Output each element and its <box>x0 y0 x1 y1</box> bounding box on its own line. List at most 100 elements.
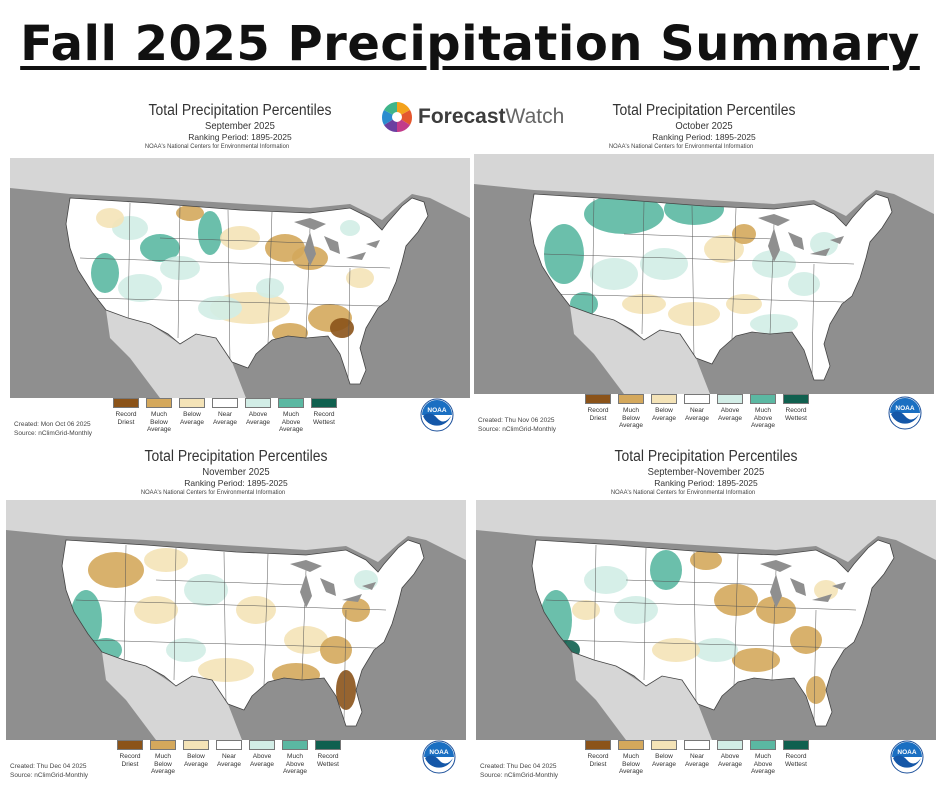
legend-label: Much Above Average <box>282 753 308 775</box>
created-date: Created: Mon Oct 06 2025 <box>14 421 91 428</box>
state-border <box>643 547 647 681</box>
precip-region <box>336 670 356 710</box>
precip-region <box>726 294 762 314</box>
legend-swatch <box>183 740 209 750</box>
state-border <box>89 297 381 307</box>
credit-block: Created: Mon Oct 06 2025 Source: nClimGr… <box>14 420 92 438</box>
legend-item: Above Average <box>242 398 274 426</box>
precip-region <box>184 574 228 606</box>
svg-text:NOAA: NOAA <box>429 749 448 756</box>
precip-region <box>622 294 666 314</box>
legend-item: Near Average <box>681 394 713 422</box>
state-border <box>85 639 377 649</box>
legend-label: Near Average <box>684 753 710 768</box>
mexico-area <box>106 310 246 398</box>
legend-item: Much Above Average <box>275 398 307 434</box>
state-border <box>347 267 351 379</box>
precip-region <box>584 566 628 594</box>
state-border <box>127 202 131 329</box>
great-lake <box>294 218 326 230</box>
data-source: Source: nClimGrid-Monthly <box>14 430 93 437</box>
legend-label: Above Average <box>249 753 275 768</box>
legend-item: Near Average <box>213 740 245 768</box>
legend-item: Below Average <box>176 398 208 426</box>
precip-region <box>732 224 756 244</box>
legend-swatch <box>717 394 743 404</box>
legend-item: Much Above Average <box>279 740 311 776</box>
state-border <box>79 257 391 269</box>
precip-region <box>166 638 206 662</box>
legend-swatch <box>783 740 809 750</box>
precip-region <box>134 596 178 624</box>
precip-region <box>690 550 722 570</box>
precip-region <box>198 658 254 682</box>
great-lake <box>362 582 376 590</box>
canada-area <box>10 158 470 220</box>
precip-region <box>704 235 744 263</box>
precip-region <box>91 253 119 293</box>
legend-item: Much Below Average <box>147 740 179 776</box>
legend-label: Much Below Average <box>618 407 644 429</box>
panel-source-org: NOAA's National Centers for Environmenta… <box>608 143 754 150</box>
legend-swatch <box>311 398 337 408</box>
panel-period: November 2025 <box>202 466 270 478</box>
legend-label: Near Average <box>684 407 710 422</box>
legend-item: Record Driest <box>110 398 142 426</box>
legend-item: Much Above Average <box>747 394 779 430</box>
precip-map-fall-season <box>476 500 936 740</box>
legend-label: Much Above Average <box>750 753 776 775</box>
state-border <box>343 609 347 721</box>
legend-swatch <box>117 740 143 750</box>
state-border <box>693 551 697 706</box>
great-lake <box>346 252 366 260</box>
legend-swatch <box>684 740 710 750</box>
precip-region <box>590 258 638 290</box>
data-source: Source: nClimGrid-Monthly <box>10 772 89 779</box>
precip-region <box>330 318 354 338</box>
legend-swatch <box>651 394 677 404</box>
great-lake <box>790 578 806 596</box>
precip-region <box>614 596 658 624</box>
legend-item: Much Below Average <box>143 398 175 434</box>
panel-title: Total Precipitation Percentiles <box>144 448 328 465</box>
legend-label: Near Average <box>212 411 238 426</box>
legend-label: Record Wettest <box>785 407 807 422</box>
legend-label: Record Wettest <box>785 753 807 768</box>
mexico-area <box>570 306 710 394</box>
legend-label: Record Driest <box>587 753 609 768</box>
panel-september: Total Precipitation Percentiles Septembe… <box>10 102 470 454</box>
precip-region <box>732 648 780 672</box>
state-border <box>123 544 127 671</box>
legend-label: Record Wettest <box>317 753 339 768</box>
mexico-area <box>572 652 712 740</box>
state-border <box>813 609 817 721</box>
precip-region <box>342 598 370 622</box>
precip-region <box>144 548 188 572</box>
legend-label: Below Average <box>651 407 677 422</box>
great-lake <box>758 214 790 226</box>
us-border <box>531 539 895 727</box>
precip-region <box>236 596 276 624</box>
state-border <box>625 579 777 586</box>
precip-region <box>118 274 162 302</box>
legend-swatch <box>216 740 242 750</box>
precip-region <box>640 248 688 280</box>
legend-label: Much Above Average <box>278 411 304 433</box>
great-lake <box>768 228 780 262</box>
panel-header: Total Precipitation Percentiles October … <box>474 102 934 151</box>
precip-map-october <box>474 154 934 394</box>
svg-text:NOAA: NOAA <box>895 405 914 412</box>
precip-region <box>790 626 822 654</box>
panel-source-org: NOAA's National Centers for Environmenta… <box>610 489 756 496</box>
legend-swatch <box>282 740 308 750</box>
legend-item: Record Wettest <box>308 398 340 426</box>
precip-region <box>176 205 204 221</box>
legend-item: Above Average <box>714 394 746 422</box>
precip-region <box>320 636 352 664</box>
state-border <box>267 211 273 344</box>
legend-swatch <box>750 394 776 404</box>
legend-label: Record Wettest <box>313 411 335 426</box>
precip-region <box>96 208 124 228</box>
legend-item: Much Below Average <box>615 394 647 430</box>
legend-label: Much Above Average <box>750 407 776 429</box>
